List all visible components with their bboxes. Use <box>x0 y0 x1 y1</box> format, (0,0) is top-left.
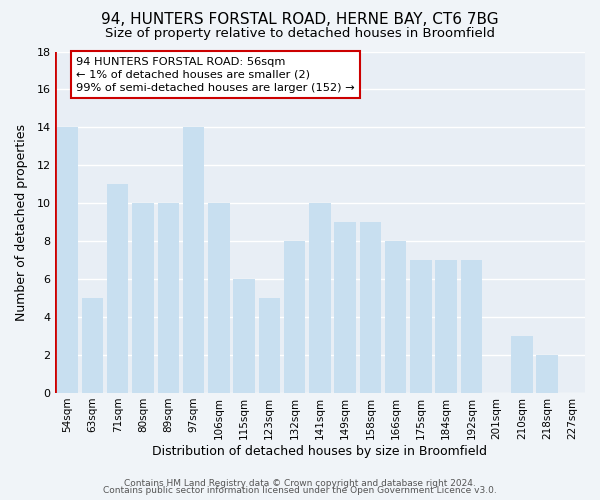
Bar <box>461 260 482 392</box>
Text: 94 HUNTERS FORSTAL ROAD: 56sqm
← 1% of detached houses are smaller (2)
99% of se: 94 HUNTERS FORSTAL ROAD: 56sqm ← 1% of d… <box>76 56 355 93</box>
Bar <box>132 203 154 392</box>
Bar <box>410 260 431 392</box>
Bar <box>309 203 331 392</box>
Bar <box>359 222 381 392</box>
X-axis label: Distribution of detached houses by size in Broomfield: Distribution of detached houses by size … <box>152 444 487 458</box>
Bar <box>284 241 305 392</box>
Bar <box>233 279 255 392</box>
Bar <box>56 128 78 392</box>
Bar <box>183 128 204 392</box>
Bar <box>334 222 356 392</box>
Bar <box>208 203 230 392</box>
Y-axis label: Number of detached properties: Number of detached properties <box>15 124 28 320</box>
Bar <box>436 260 457 392</box>
Text: Contains public sector information licensed under the Open Government Licence v3: Contains public sector information licen… <box>103 486 497 495</box>
Text: Size of property relative to detached houses in Broomfield: Size of property relative to detached ho… <box>105 28 495 40</box>
Bar <box>259 298 280 392</box>
Bar <box>82 298 103 392</box>
Text: Contains HM Land Registry data © Crown copyright and database right 2024.: Contains HM Land Registry data © Crown c… <box>124 478 476 488</box>
Bar <box>158 203 179 392</box>
Bar <box>385 241 406 392</box>
Bar <box>536 354 558 393</box>
Text: 94, HUNTERS FORSTAL ROAD, HERNE BAY, CT6 7BG: 94, HUNTERS FORSTAL ROAD, HERNE BAY, CT6… <box>101 12 499 28</box>
Bar <box>511 336 533 392</box>
Bar <box>107 184 128 392</box>
